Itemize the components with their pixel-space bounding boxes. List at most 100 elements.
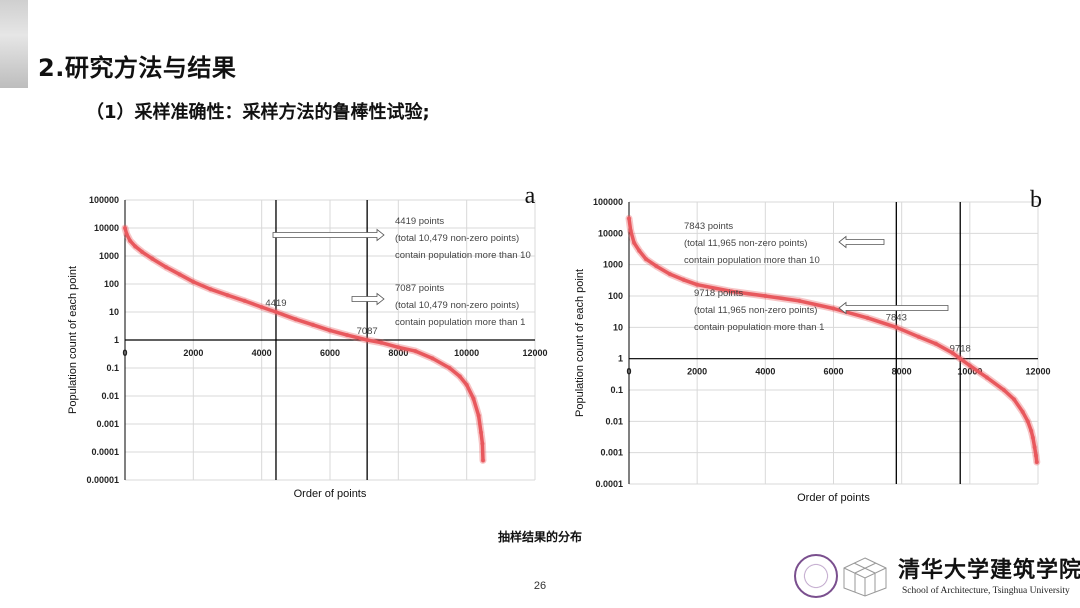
annotation-line: contain population more than 1 (395, 317, 525, 328)
data-point (729, 289, 734, 294)
school-name-cn: 清华大学建筑学院 (898, 557, 1080, 583)
data-point (413, 348, 418, 354)
data-point (1034, 459, 1040, 465)
data-point (344, 332, 350, 338)
y-tick-label: 0.00001 (86, 475, 119, 485)
y-tick-label: 100000 (89, 195, 119, 205)
cutoff-label: 7087 (357, 326, 378, 337)
data-point (191, 279, 196, 284)
data-point (273, 309, 279, 315)
page-subtitle: （1）采样准确性：采样方法的鲁棒性试验; (86, 102, 430, 123)
y-tick-label: 1000 (603, 260, 623, 270)
data-point (916, 334, 921, 339)
data-curve-halo (121, 224, 487, 464)
y-tick-label: 10000 (94, 223, 119, 233)
data-point (1020, 409, 1025, 415)
annotation-line: 7087 points (395, 283, 444, 294)
x-tick-label: 0 (122, 348, 127, 358)
data-point (797, 298, 802, 304)
data-point (865, 315, 870, 321)
annotation-line: 7843 points (684, 221, 733, 232)
x-tick-label: 6000 (320, 348, 340, 358)
y-tick-label: 0.001 (600, 448, 623, 458)
annotation-line: contain population more than 10 (395, 250, 531, 261)
y-tick-label: 0.01 (101, 391, 119, 401)
x-tick-label: 4000 (755, 367, 775, 377)
data-point (480, 441, 485, 446)
data-point (933, 341, 938, 346)
data-point (654, 263, 659, 269)
y-tick-label: 0.1 (106, 363, 119, 373)
annotation-block: 9718 points (total 11,965 non-zero points… (694, 288, 949, 333)
y-tick-label: 10 (613, 322, 623, 332)
y-tick-label: 0.0001 (91, 447, 119, 457)
data-point (984, 375, 990, 380)
data-point (471, 396, 476, 401)
data-point (208, 287, 213, 292)
panel-letter: a (525, 183, 536, 209)
y-tick-label: 100 (104, 279, 119, 289)
annotation-line: (total 10,479 non-zero points) (395, 300, 519, 311)
chart-a: 100000 10000 1000 100 10 1 0.1 0.01 0.001 0.0001 0… (60, 180, 550, 510)
data-point (480, 458, 486, 463)
data-point (1032, 444, 1037, 450)
annotation-line: (total 11,965 non-zero points) (694, 305, 817, 316)
annotation-line: 4419 points (395, 216, 444, 227)
data-point (950, 350, 955, 356)
data-point (163, 264, 169, 270)
data-point (327, 328, 333, 333)
corner-decoration (0, 0, 28, 88)
y-tick-label: 0.001 (96, 419, 119, 429)
data-point (1030, 435, 1036, 440)
chart-b: 100000 10000 1000 100 10 1 0.1 0.01 0.001 0.0001 0… (566, 182, 1060, 512)
data-point (1001, 387, 1007, 393)
y-tick-label: 0.1 (610, 385, 623, 395)
data-point (476, 413, 481, 418)
data-point (139, 249, 145, 255)
x-tick-label: 12000 (522, 348, 547, 358)
cutoff-label: 4419 (265, 298, 286, 309)
annotation-arrow (272, 228, 385, 242)
annotation-line: (total 11,965 non-zero points) (684, 238, 807, 249)
data-point (643, 256, 649, 262)
x-tick-label: 12000 (1025, 367, 1050, 377)
y-tick-label: 0.01 (605, 416, 623, 426)
y-tick-label: 0.0001 (595, 479, 623, 489)
chart-b-svg: 100000 10000 1000 100 10 1 0.1 0.01 0.001 0.0001 0… (574, 187, 1051, 504)
data-point (1033, 453, 1039, 458)
data-point (396, 345, 401, 350)
x-tick-label: 4000 (252, 348, 272, 358)
x-axis-title: Order of points (294, 488, 367, 500)
data-point (667, 271, 673, 277)
data-point (637, 248, 642, 253)
data-point (127, 238, 133, 243)
annotation-line: 9718 points (694, 288, 743, 299)
data-point (763, 293, 768, 299)
x-tick-label: 6000 (823, 367, 843, 377)
data-point (958, 356, 963, 361)
data-point (628, 228, 633, 234)
cutoff-label: 7843 (886, 312, 907, 323)
y-tick-label: 1 (114, 335, 119, 345)
y-tick-label: 1 (618, 354, 623, 364)
annotation-block: 7087 points (total 10,479 non-zero points… (351, 283, 525, 328)
data-point (681, 277, 686, 282)
data-point (259, 304, 264, 310)
x-tick-label: 2000 (687, 367, 707, 377)
y-tick-label: 1000 (99, 251, 119, 261)
data-point (626, 216, 632, 221)
data-point (447, 365, 452, 371)
annotation-line: contain population more than 10 (684, 255, 820, 266)
y-axis-title: Population count of each point (67, 266, 79, 414)
page-title: 2.研究方法与结果 (38, 54, 237, 82)
data-point (464, 382, 469, 388)
data-point (1025, 419, 1030, 424)
data-point (457, 374, 463, 379)
data-point (310, 322, 316, 327)
y-tick-label: 100000 (593, 197, 623, 207)
annotation-block: 4419 points (total 10,479 non-zero points… (272, 216, 531, 261)
panel-letter: b (1030, 187, 1042, 213)
x-tick-label: 8000 (388, 348, 408, 358)
page-number: 26 (533, 580, 547, 592)
data-point (694, 282, 700, 287)
